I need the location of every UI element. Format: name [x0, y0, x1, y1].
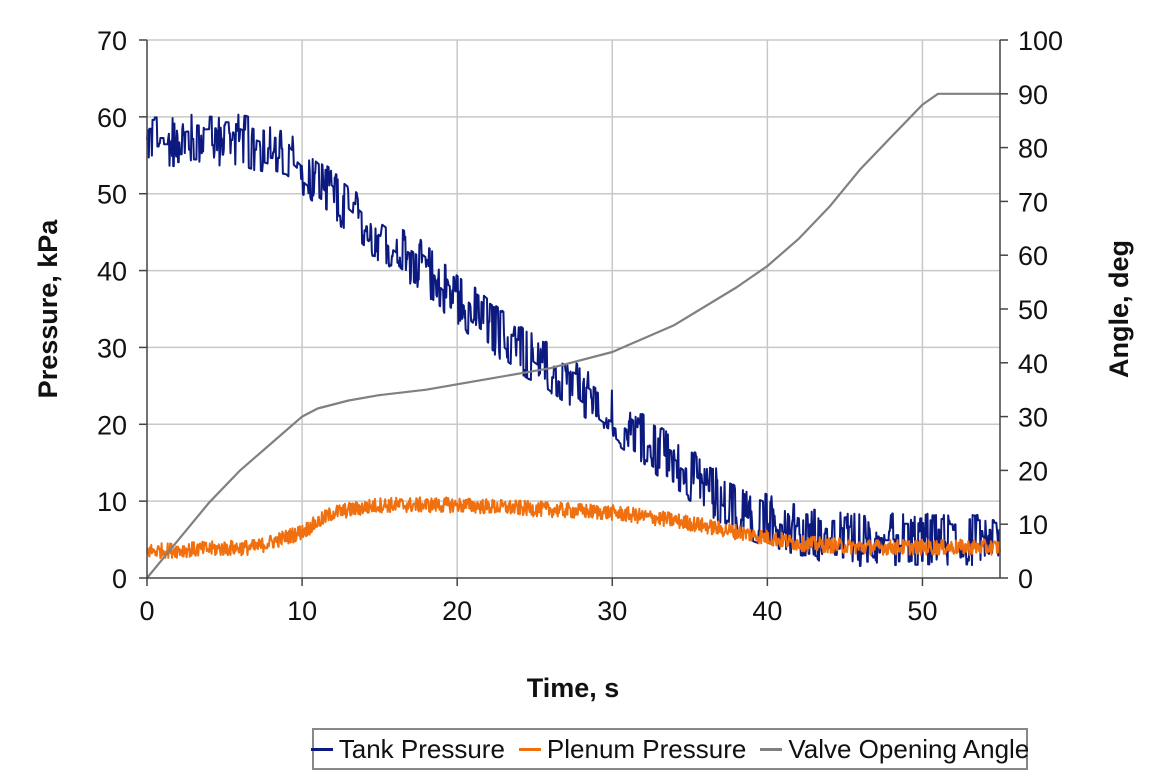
x-tick-label: 20	[442, 596, 472, 626]
y-tick-label: 70	[97, 26, 127, 56]
legend-label: Valve Opening Angle	[788, 733, 1030, 764]
y-tick-label: 20	[97, 410, 127, 440]
series-tank-pressure	[146, 113, 1001, 567]
legend: Tank Pressure Plenum Pressure Valve Open…	[310, 728, 1029, 770]
y-tick-label: 40	[97, 257, 127, 287]
y2-tick-label: 30	[1018, 403, 1048, 433]
y2-tick-label: 60	[1018, 241, 1048, 271]
y-tick-label: 50	[97, 180, 127, 210]
series-group	[146, 92, 1001, 579]
axes: 0 10 20 30 40 50 60 70 0 10 20 30 40 50 0 10 20 30 40 50 60 7…	[97, 26, 1063, 626]
legend-label: Plenum Pressure	[546, 733, 747, 764]
y2-tick-label: 40	[1018, 349, 1048, 379]
y2-tick-label: 70	[1018, 187, 1048, 217]
y-tick-label: 60	[97, 103, 127, 133]
legend-item-valve-opening-angle: Valve Opening Angle	[760, 734, 1029, 765]
y-axis-title: Pressure, kPa	[33, 219, 63, 399]
y-tick-label: 0	[112, 564, 127, 594]
x-tick-label: 40	[752, 596, 782, 626]
series-plenum-pressure	[146, 496, 1001, 560]
legend-item-plenum-pressure: Plenum Pressure	[518, 733, 747, 765]
legend-swatch	[310, 747, 333, 751]
y2-tick-label: 50	[1018, 295, 1048, 325]
y2-tick-label: 100	[1018, 26, 1063, 56]
x-tick-label: 30	[597, 596, 627, 626]
y2-tick-label: 0	[1018, 564, 1033, 594]
y2-tick-label: 80	[1018, 134, 1048, 164]
y2-tick-label: 20	[1018, 456, 1048, 486]
x-tick-label: 10	[287, 596, 317, 626]
legend-swatch	[760, 747, 783, 751]
x-tick-label: 50	[907, 596, 937, 626]
gridlines	[147, 39, 1000, 578]
y2-tick-label: 10	[1018, 510, 1048, 540]
y2-axis-title: Angle, deg	[1104, 240, 1134, 378]
series-valve-opening-angle	[146, 92, 1000, 579]
legend-swatch	[518, 747, 541, 751]
y2-tick-label: 90	[1018, 80, 1048, 110]
y-tick-label: 30	[97, 333, 127, 363]
y-tick-label: 10	[97, 487, 127, 517]
x-tick-label: 0	[139, 596, 154, 626]
legend-item-tank-pressure: Tank Pressure	[310, 733, 505, 765]
x-axis-title: Time, s	[527, 673, 620, 703]
legend-label: Tank Pressure	[338, 733, 505, 764]
